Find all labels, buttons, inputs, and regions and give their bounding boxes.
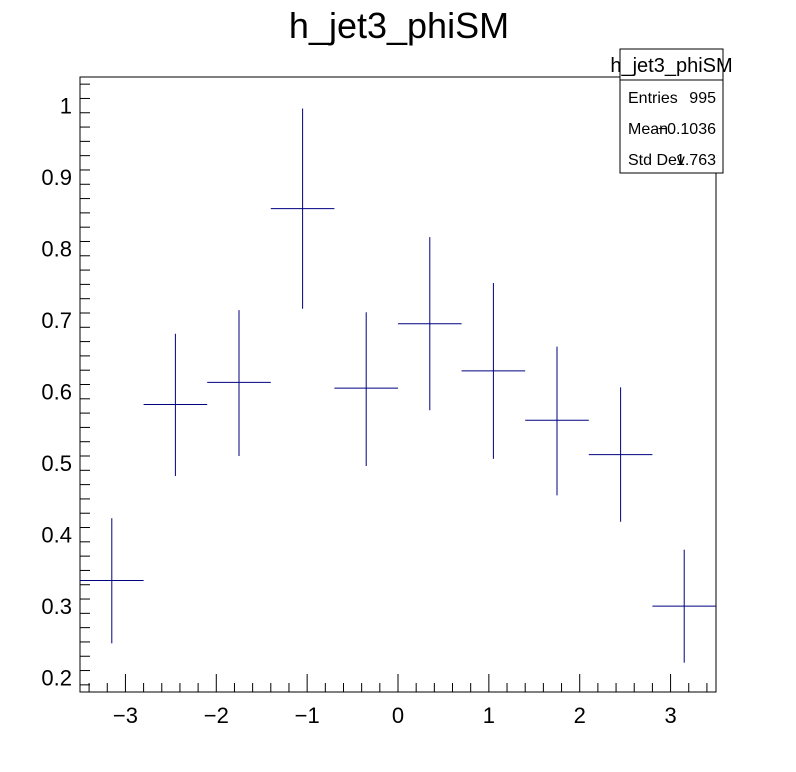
data-point-2 [143,333,208,477]
x-axis: −3 −2 −1 0 1 2 3 [88,674,708,728]
y-tick-label: 1 [60,94,72,119]
stats-box-title: h_jet3_phiSM [610,55,732,77]
stats-box: h_jet3_phiSM Entries 995 Mean −0.1036 St… [610,48,733,174]
x-tick-label: 1 [483,703,495,728]
stats-mean-label: Mean [628,121,668,138]
stats-entries-label: Entries [628,90,678,107]
y-tick-label: 0.6 [41,380,72,405]
stats-stddev-value: 1.763 [676,152,716,169]
data-point-9 [588,387,653,522]
data-point-10 [652,549,716,663]
data-points [80,108,716,663]
data-point-6 [398,237,462,411]
y-tick-label: 0.7 [41,308,72,333]
data-point-3 [207,310,271,457]
data-point-5 [334,312,398,467]
data-point-7 [461,282,526,459]
x-tick-label: 0 [392,703,404,728]
y-tick-label: 0.4 [41,523,72,548]
x-tick-label: −3 [113,703,138,728]
stats-box-frame [619,48,724,174]
x-tick-label: −1 [295,703,320,728]
x-tick-label: −2 [204,703,229,728]
data-point-1 [80,518,144,644]
chart-title: h_jet3_phiSM [289,5,509,46]
data-point-4 [270,108,335,309]
data-point-8 [525,346,589,496]
y-axis: 0.2 0.3 0.4 0.5 0.6 0.7 0.8 0.9 1 [41,83,90,691]
y-tick-label: 0.9 [41,165,72,190]
y-tick-label: 0.8 [41,237,72,262]
stats-stddev-label: Std Dev [628,152,685,169]
stats-mean-value: −0.1036 [658,121,716,138]
stats-entries-value: 995 [689,90,716,107]
x-tick-label: 2 [574,703,586,728]
y-tick-label: 0.2 [41,666,72,691]
y-tick-label: 0.3 [41,594,72,619]
x-tick-label: 3 [664,703,676,728]
y-tick-label: 0.5 [41,451,72,476]
